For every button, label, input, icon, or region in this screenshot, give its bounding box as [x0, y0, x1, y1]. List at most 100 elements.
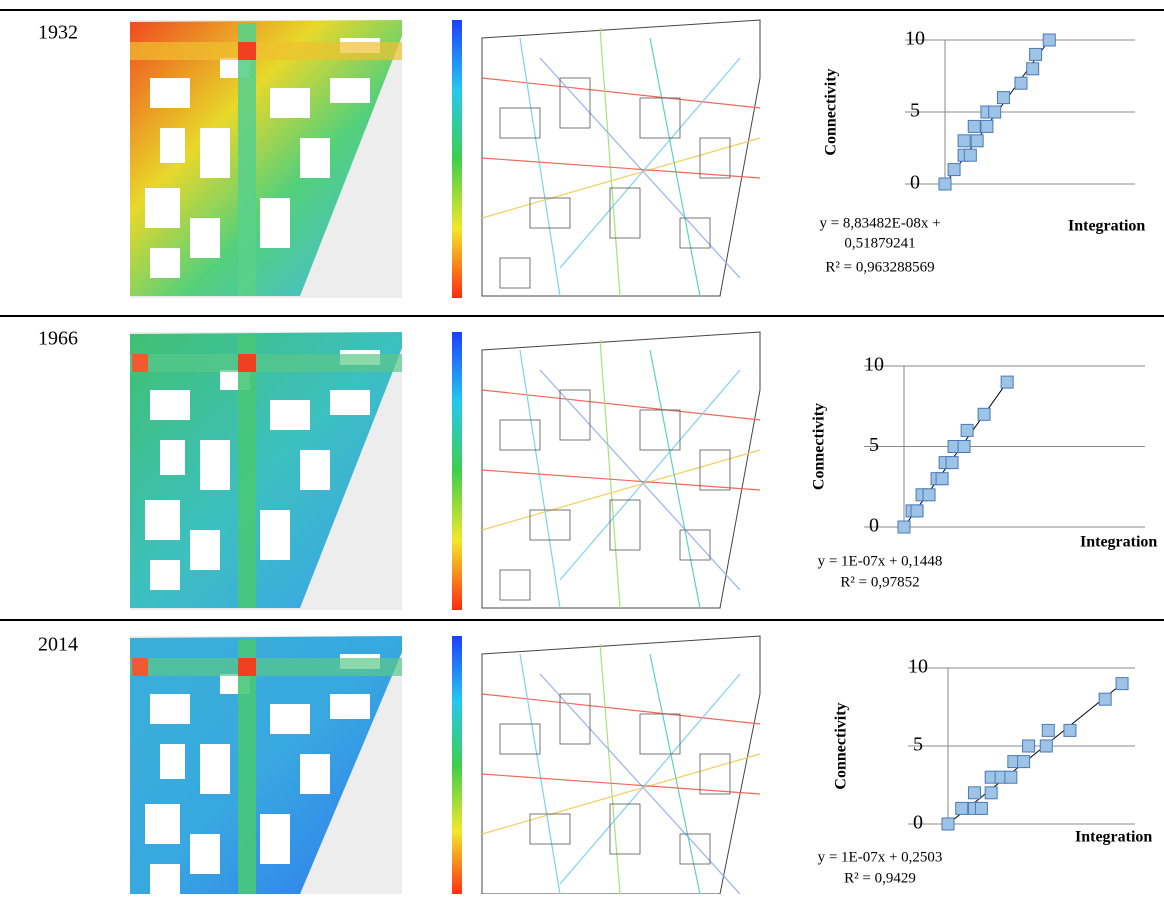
point — [997, 92, 1009, 104]
building — [160, 744, 185, 779]
point — [975, 802, 987, 814]
point — [1043, 34, 1055, 46]
building — [260, 814, 290, 864]
axial-map — [452, 20, 760, 298]
point — [968, 787, 980, 799]
y-axis-label: Connectivity — [833, 702, 850, 789]
scatter-chart: 0 5 10 Connectivity Integration y = 8,83482E-… — [819, 28, 1145, 276]
street — [130, 658, 402, 676]
point — [946, 457, 958, 469]
visibility-map — [130, 20, 402, 298]
point — [923, 489, 935, 501]
street — [130, 354, 402, 372]
building — [270, 400, 310, 430]
x-axis-label: Integration — [1080, 534, 1157, 551]
equation: 0,51879241 — [844, 235, 915, 251]
point — [1001, 376, 1013, 388]
hotspot — [238, 658, 256, 676]
year-label: 2014 — [38, 634, 78, 656]
building — [145, 500, 180, 540]
legend-bar — [452, 20, 462, 298]
point — [968, 120, 980, 132]
building — [300, 138, 330, 178]
point — [1018, 756, 1030, 768]
point — [1042, 724, 1054, 736]
scatter-chart: 0510ConnectivityIntegrationy = 1E-07x + … — [811, 354, 1158, 591]
hotspot — [132, 354, 148, 372]
y-tick-label: 0 — [910, 172, 920, 194]
building — [270, 88, 310, 118]
point — [911, 505, 923, 517]
building — [150, 248, 180, 278]
point — [964, 149, 976, 161]
point — [981, 120, 993, 132]
point — [956, 802, 968, 814]
building — [150, 78, 190, 108]
point — [898, 521, 910, 533]
point — [939, 178, 951, 190]
street — [130, 42, 402, 60]
y-tick-label: 5 — [910, 100, 920, 122]
axial-map — [452, 636, 760, 894]
building — [150, 694, 190, 724]
building — [190, 834, 220, 874]
year-label: 1966 — [38, 328, 78, 350]
point — [1099, 693, 1111, 705]
building — [150, 390, 190, 420]
point — [1064, 724, 1076, 736]
visibility-map — [130, 332, 402, 610]
building — [260, 198, 290, 248]
building — [200, 744, 230, 794]
building — [150, 864, 180, 894]
legend-bar — [452, 332, 462, 610]
street — [238, 23, 256, 296]
building — [330, 694, 370, 719]
street — [238, 335, 256, 608]
y-tick-label: 10 — [908, 656, 928, 678]
point — [1027, 63, 1039, 75]
point — [942, 818, 954, 830]
building — [160, 128, 185, 163]
building — [145, 188, 180, 228]
point — [1015, 77, 1027, 89]
building — [190, 218, 220, 258]
x-axis-label: Integration — [1068, 218, 1145, 235]
year-label: 1932 — [38, 22, 78, 44]
hotspot — [132, 658, 148, 676]
point — [948, 164, 960, 176]
point — [1116, 678, 1128, 690]
point — [961, 424, 973, 436]
building — [190, 530, 220, 570]
point — [985, 787, 997, 799]
equation: y = 8,83482E-08x + — [819, 215, 940, 231]
equation: y = 1E-07x + 0,2503 — [818, 849, 943, 865]
point — [978, 408, 990, 420]
y-axis-label: Connectivity — [823, 68, 840, 155]
building — [160, 440, 185, 475]
building — [200, 128, 230, 178]
point — [1005, 771, 1017, 783]
street — [238, 639, 256, 894]
point — [1023, 740, 1035, 752]
building — [260, 510, 290, 560]
y-axis-label: Connectivity — [811, 403, 828, 490]
building — [300, 450, 330, 490]
point — [958, 441, 970, 453]
point — [958, 135, 970, 147]
visibility-map — [130, 636, 402, 894]
y-tick-label: 10 — [864, 354, 884, 376]
legend-bar — [452, 636, 462, 894]
axial-map — [452, 332, 760, 610]
equation: R² = 0,9429 — [844, 870, 916, 886]
building — [200, 440, 230, 490]
equation: y = 1E-07x + 0,1448 — [818, 553, 943, 569]
y-tick-label: 10 — [905, 28, 925, 50]
hotspot — [238, 42, 256, 60]
building — [330, 78, 370, 103]
point — [936, 473, 948, 485]
point — [1030, 48, 1042, 60]
building — [150, 560, 180, 590]
point — [989, 106, 1001, 118]
equation: R² = 0,97852 — [840, 574, 919, 590]
